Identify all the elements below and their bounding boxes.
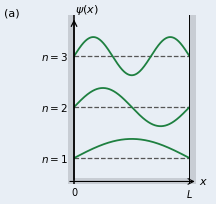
Text: $n = 3$: $n = 3$: [41, 51, 68, 63]
Text: $n = 2$: $n = 2$: [41, 102, 68, 114]
Bar: [68, 16, 74, 184]
Text: $\psi(x)$: $\psi(x)$: [75, 3, 99, 17]
Text: (a): (a): [4, 8, 20, 18]
Bar: [68, 178, 196, 184]
Text: $x$: $x$: [199, 177, 208, 186]
Text: 0: 0: [71, 187, 77, 197]
Bar: [189, 16, 196, 184]
Text: $L$: $L$: [186, 187, 193, 199]
Text: $n = 1$: $n = 1$: [41, 152, 68, 164]
